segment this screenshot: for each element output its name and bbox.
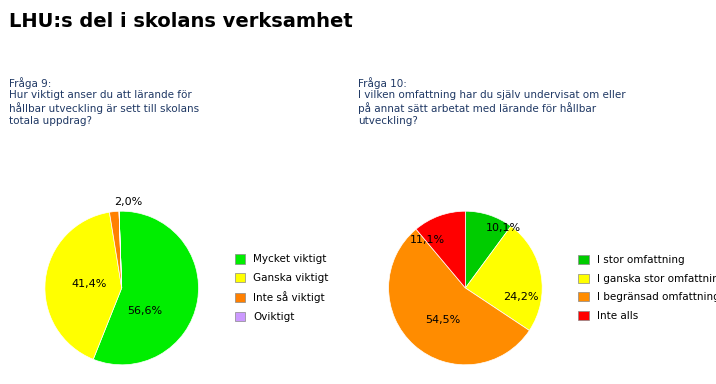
Text: 24,2%: 24,2% [503, 292, 538, 302]
Wedge shape [465, 211, 511, 288]
Text: 41,4%: 41,4% [72, 279, 107, 289]
Text: 56,6%: 56,6% [127, 306, 163, 316]
Text: 2,0%: 2,0% [114, 197, 142, 207]
Wedge shape [465, 226, 542, 331]
Wedge shape [110, 211, 122, 288]
Text: 54,5%: 54,5% [425, 315, 460, 325]
Wedge shape [389, 229, 529, 365]
Legend: I stor omfattning, I ganska stor omfattning, I begränsad omfattning, Inte alls: I stor omfattning, I ganska stor omfattn… [576, 253, 716, 323]
Wedge shape [416, 211, 465, 288]
Text: 11,1%: 11,1% [410, 235, 445, 245]
Wedge shape [45, 212, 122, 359]
Wedge shape [119, 211, 122, 288]
Legend: Mycket viktigt, Ganska viktigt, Inte så viktigt, Oviktigt: Mycket viktigt, Ganska viktigt, Inte så … [233, 252, 331, 324]
Text: Fråga 10:
I vilken omfattning har du själv undervisat om eller
på annat sätt arb: Fråga 10: I vilken omfattning har du sjä… [358, 77, 626, 126]
Text: LHU:s del i skolans verksamhet: LHU:s del i skolans verksamhet [9, 12, 352, 30]
Text: 10,1%: 10,1% [486, 223, 521, 233]
Text: Fråga 9:
Hur viktigt anser du att lärande för
hållbar utveckling är sett till sk: Fråga 9: Hur viktigt anser du att lärand… [9, 77, 199, 126]
Wedge shape [93, 211, 198, 365]
